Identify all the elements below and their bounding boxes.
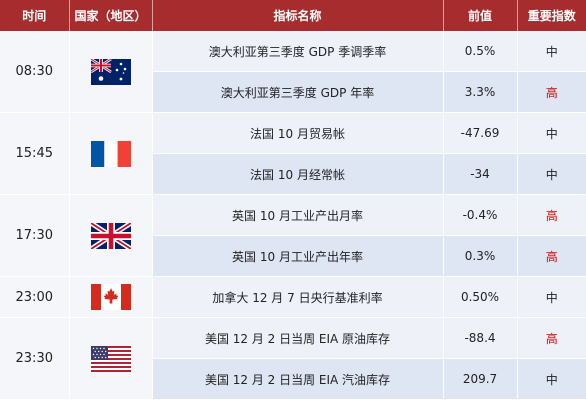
table-row: 23:00 加拿大 12 月 7 日央行基准利率 0.50% 中 [0, 276, 586, 318]
previous-value: -88.4 [443, 317, 518, 359]
previous-value: -47.69 [443, 112, 518, 154]
table-row: 23:30 [0, 317, 586, 400]
previous-value: -0.4% [443, 194, 518, 236]
table-row: 法国 10 月经常帐 -34 中 [0, 153, 586, 195]
importance-level: 高 [517, 194, 586, 236]
release-time: 17:30 [0, 194, 70, 277]
country-cell [69, 194, 153, 277]
importance-level: 高 [517, 235, 586, 277]
importance-level: 中 [517, 31, 586, 72]
table-row: 15:45 法国 10 月贸易帐 -47.69 中 [0, 112, 586, 195]
country-cell [69, 31, 153, 113]
header-previous: 前值 [443, 0, 518, 31]
australia-flag-icon [90, 58, 131, 85]
header-time: 时间 [0, 0, 70, 31]
importance-level: 高 [517, 71, 586, 113]
release-time: 08:30 [0, 31, 70, 113]
indicator-name: 澳大利亚第三季度 GDP 季调季率 [152, 31, 444, 72]
previous-value: 3.3% [443, 71, 518, 113]
indicator-name: 加拿大 12 月 7 日央行基准利率 [152, 276, 444, 318]
indicator-name: 英国 10 月工业产出年率 [152, 235, 444, 277]
canada-flag-icon [90, 284, 131, 310]
header-country: 国家（地区） [69, 0, 153, 31]
france-flag-icon [90, 140, 131, 167]
previous-value: -34 [443, 153, 518, 195]
previous-value: 209.7 [443, 358, 518, 400]
indicator-name: 美国 12 月 2 日当周 EIA 汽油库存 [152, 358, 444, 400]
country-cell [69, 112, 153, 195]
header-indicator: 指标名称 [152, 0, 444, 31]
importance-level: 中 [517, 153, 586, 195]
release-time: 15:45 [0, 112, 70, 195]
previous-value: 0.50% [443, 276, 518, 318]
indicator-name: 法国 10 月贸易帐 [152, 112, 444, 154]
uk-flag-icon [90, 222, 131, 249]
country-cell [69, 276, 153, 318]
previous-value: 0.5% [443, 31, 518, 72]
previous-value: 0.3% [443, 235, 518, 277]
table-row: 17:30 英国 10 月工业产出月率 -0.4% 高 [0, 194, 586, 277]
table-row: 英国 10 月工业产出年率 0.3% 高 [0, 235, 586, 277]
indicator-name: 澳大利亚第三季度 GDP 年率 [152, 71, 444, 113]
economic-calendar-table: 时间 国家（地区） 指标名称 前值 重要指数 08:30 [0, 0, 586, 400]
indicator-name: 法国 10 月经常帐 [152, 153, 444, 195]
indicator-name: 英国 10 月工业产出月率 [152, 194, 444, 236]
importance-level: 中 [517, 358, 586, 400]
header-importance: 重要指数 [517, 0, 586, 31]
usa-flag-icon [90, 345, 131, 372]
release-time: 23:30 [0, 317, 70, 400]
table-header-row: 时间 国家（地区） 指标名称 前值 重要指数 [0, 0, 586, 31]
table-row: 美国 12 月 2 日当周 EIA 汽油库存 209.7 中 [0, 358, 586, 400]
release-time: 23:00 [0, 276, 70, 318]
importance-level: 中 [517, 112, 586, 154]
country-cell [69, 317, 153, 400]
importance-level: 高 [517, 317, 586, 359]
importance-level: 中 [517, 276, 586, 318]
table-row: 澳大利亚第三季度 GDP 年率 3.3% 高 [0, 71, 586, 113]
table-row: 08:30 [0, 31, 586, 113]
indicator-name: 美国 12 月 2 日当周 EIA 原油库存 [152, 317, 444, 359]
